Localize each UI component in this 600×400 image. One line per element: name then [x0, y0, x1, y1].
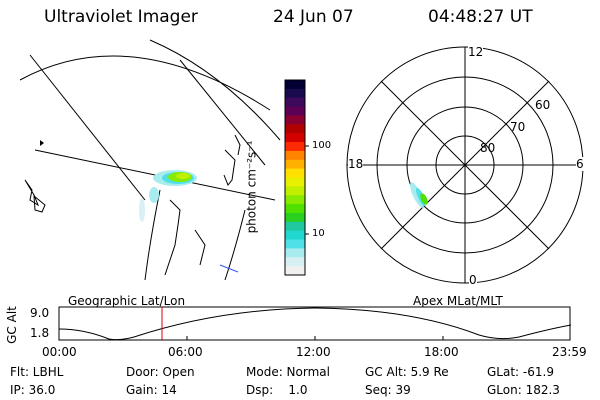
- info-gain: Gain: 14: [126, 383, 177, 397]
- colorbar-swatch: [285, 248, 305, 258]
- colorbar-swatch: [285, 239, 305, 250]
- mlt-label-6: 6: [576, 157, 584, 171]
- info-glon: GLon: 182.3: [487, 383, 560, 397]
- colorbar-swatch: [285, 221, 305, 232]
- colorbar-swatch: [285, 106, 305, 117]
- colorbar: [284, 79, 309, 276]
- mlat-label-60: 60: [535, 98, 551, 112]
- coastline-3: [164, 199, 181, 276]
- colorbar-swatch: [285, 195, 305, 205]
- altitude-curve: [58, 307, 572, 341]
- coastline-4: [223, 149, 236, 186]
- info-ip: IP: 36.0: [10, 383, 56, 397]
- meridian-2: [179, 59, 266, 166]
- colorbar-swatch: [285, 168, 305, 179]
- colorbar-tick-10: 10: [312, 228, 325, 239]
- colorbar-swatch: [285, 212, 305, 223]
- gc-alt-axis-label: GC Alt: [4, 306, 19, 344]
- info-door: Door: Open: [126, 365, 195, 379]
- info-flt: Flt: LBHL: [10, 365, 64, 379]
- time-tick-0000: 00:00: [42, 345, 77, 359]
- geographic-map: [19, 39, 281, 281]
- coastline-1: [24, 179, 40, 207]
- coastline-2: [33, 194, 46, 213]
- map-marker: [40, 140, 44, 146]
- colorbar-swatch: [285, 257, 305, 267]
- meridian-5: [224, 209, 246, 281]
- mlt-label-18: 18: [348, 157, 364, 171]
- coastline-6: [194, 229, 206, 266]
- date-label: 24 Jun 07: [273, 7, 354, 27]
- colorbar-swatch: [285, 142, 305, 152]
- gc-alt-tick-1-8: 1.8: [30, 326, 50, 340]
- time-tick-1200: 12:00: [296, 345, 331, 359]
- gc-alt-strip: [58, 306, 572, 341]
- mlat-label-80: 80: [480, 141, 496, 155]
- geographic-label: Geographic Lat/Lon: [68, 294, 186, 308]
- info-dsp: Dsp: 1.0: [246, 383, 308, 397]
- aurora-blob-geo: [139, 170, 197, 222]
- meridian-4: [144, 189, 161, 281]
- lat-circle-mid: [149, 39, 281, 141]
- colorbar-swatch: [285, 177, 305, 187]
- mlt-label-12: 12: [468, 45, 484, 59]
- mlat-label-70: 70: [510, 120, 526, 134]
- info-glat: GLat: -61.9: [487, 365, 554, 379]
- aurora-blob-polar: [410, 182, 428, 208]
- instrument-title: Ultraviolet Imager: [44, 7, 198, 27]
- coastline-blue: [219, 264, 239, 273]
- colorbar-label: photon cm⁻²s⁻¹: [244, 140, 259, 234]
- colorbar-swatch: [285, 97, 305, 108]
- colorbar-swatch: [285, 80, 305, 90]
- mlt-label-0: 0: [469, 273, 477, 287]
- colorbar-swatch: [285, 266, 305, 276]
- colorbar-swatch: [285, 115, 305, 125]
- time-tick-1800: 18:00: [424, 345, 459, 359]
- colorbar-swatch: [285, 204, 305, 214]
- colorbar-swatch: [285, 124, 305, 134]
- info-mode: Mode: Normal: [246, 365, 330, 379]
- colorbar-swatch: [285, 230, 305, 241]
- colorbar-swatch: [285, 150, 305, 161]
- colorbar-swatch: [285, 186, 305, 196]
- colorbar-swatch: [285, 88, 305, 99]
- info-gcalt: GC Alt: 5.9 Re: [365, 365, 449, 379]
- apex-label: Apex MLat/MLT: [413, 294, 503, 308]
- time-label: 04:48:27 UT: [428, 7, 533, 27]
- time-tick-0600: 06:00: [168, 345, 203, 359]
- meridian-1: [29, 54, 146, 201]
- colorbar-tick-100: 100: [312, 140, 332, 151]
- lat-circle-outer: [19, 55, 271, 111]
- polar-plot: [346, 46, 584, 284]
- colorbar-swatch: [285, 133, 305, 143]
- info-seq: Seq: 39: [365, 383, 411, 397]
- coastline-5: [234, 134, 241, 156]
- time-tick-2359: 23:59: [552, 345, 587, 359]
- gc-alt-tick-9: 9.0: [30, 306, 50, 320]
- colorbar-swatch: [285, 159, 305, 170]
